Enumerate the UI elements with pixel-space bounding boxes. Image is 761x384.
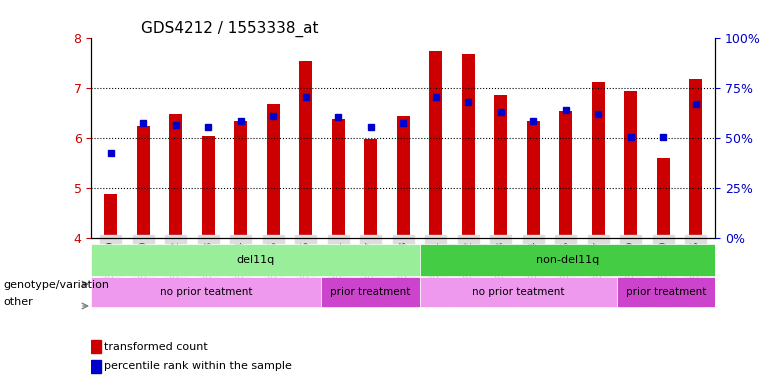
Bar [234, 121, 247, 238]
Text: non-del11q: non-del11q [536, 255, 599, 265]
Bar [657, 158, 670, 238]
Bar [624, 91, 638, 238]
Text: prior treatment: prior treatment [626, 287, 706, 297]
Bar [104, 194, 117, 238]
Bar [592, 82, 605, 238]
Text: transformed count: transformed count [103, 342, 208, 352]
Bar [332, 119, 345, 238]
Bar [396, 116, 410, 238]
Bar [91, 340, 100, 353]
Bar [365, 139, 377, 238]
Bar [202, 136, 215, 238]
FancyBboxPatch shape [91, 243, 420, 276]
Bar [495, 95, 508, 238]
FancyBboxPatch shape [617, 277, 715, 308]
Bar [299, 61, 312, 238]
Text: GDS4212 / 1553338_at: GDS4212 / 1553338_at [142, 21, 319, 37]
FancyBboxPatch shape [420, 243, 715, 276]
Bar [267, 104, 280, 238]
Bar [429, 51, 442, 238]
FancyBboxPatch shape [420, 277, 617, 308]
Bar [91, 360, 100, 373]
Bar [559, 111, 572, 238]
Text: percentile rank within the sample: percentile rank within the sample [103, 361, 291, 371]
Bar [137, 126, 150, 238]
Text: no prior teatment: no prior teatment [160, 287, 253, 297]
Bar [169, 114, 183, 238]
FancyBboxPatch shape [91, 277, 321, 308]
Text: genotype/variation: genotype/variation [4, 280, 110, 290]
Text: no prior teatment: no prior teatment [472, 287, 565, 297]
Bar [462, 55, 475, 238]
Text: prior treatment: prior treatment [330, 287, 411, 297]
FancyBboxPatch shape [321, 277, 420, 308]
Bar [527, 121, 540, 238]
Bar [689, 79, 702, 238]
Text: del11q: del11q [237, 255, 275, 265]
Text: other: other [4, 297, 33, 307]
